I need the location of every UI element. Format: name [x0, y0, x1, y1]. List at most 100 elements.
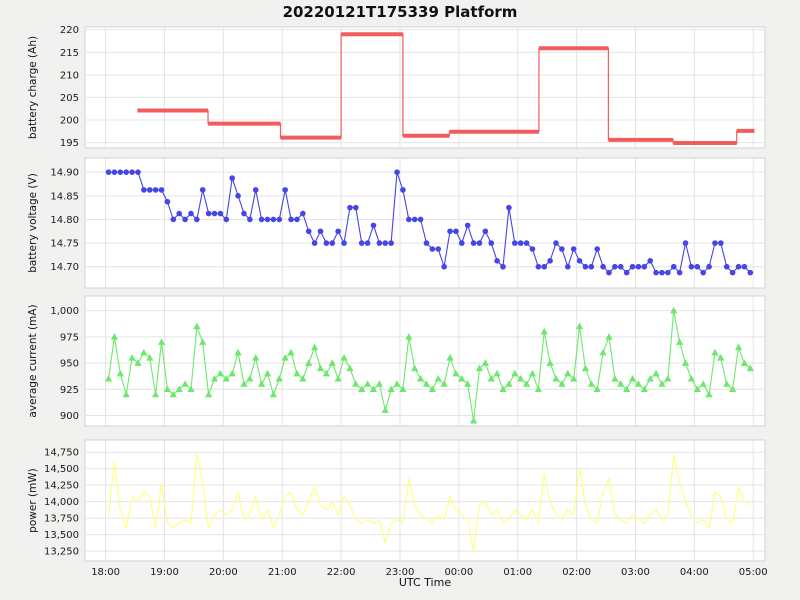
average-current-marker	[399, 385, 407, 393]
battery-voltage-marker	[117, 169, 124, 175]
battery-voltage-marker	[223, 216, 230, 223]
average-current-marker	[104, 375, 113, 382]
average-current-marker	[275, 375, 283, 382]
battery-voltage-marker	[429, 246, 436, 252]
battery-voltage-marker	[146, 187, 153, 193]
battery-voltage-marker	[353, 204, 359, 211]
average-current-marker	[623, 385, 631, 393]
average-current-marker	[499, 385, 507, 393]
battery-voltage-marker	[229, 175, 235, 181]
average-current-marker	[375, 380, 383, 387]
x-tick-label: 05:00	[739, 567, 768, 578]
battery-voltage-marker	[182, 216, 188, 223]
battery-voltage-marker	[282, 187, 288, 193]
average-current-marker	[440, 380, 448, 387]
average-current-marker	[258, 380, 266, 387]
battery-voltage-plot-area	[84, 157, 766, 289]
battery-voltage-marker	[729, 269, 736, 276]
average-current-marker	[511, 369, 519, 377]
battery-voltage-marker	[641, 263, 648, 270]
battery-charge-plot-area	[84, 26, 766, 149]
battery-voltage-marker	[629, 263, 636, 270]
battery-voltage-marker	[388, 240, 394, 246]
average-current-marker	[505, 380, 513, 387]
battery-charge-y-tick-label: 195	[60, 138, 79, 149]
average-current-marker	[729, 385, 737, 393]
battery-voltage-marker	[288, 216, 294, 223]
battery-voltage-axis-label: battery voltage (V)	[27, 173, 39, 273]
average-current-marker	[216, 369, 225, 377]
battery-voltage-marker	[406, 216, 412, 223]
battery-voltage-marker	[464, 222, 471, 229]
battery-voltage-marker	[470, 240, 477, 246]
battery-voltage-marker	[517, 240, 524, 246]
battery-voltage-marker	[188, 210, 194, 217]
average-current-marker	[687, 375, 696, 382]
battery-voltage-marker	[358, 240, 365, 246]
battery-voltage-marker	[665, 269, 671, 276]
average-current-marker	[676, 338, 684, 345]
battery-voltage-marker	[476, 240, 483, 246]
battery-voltage-marker	[400, 187, 406, 193]
average-current-marker	[122, 390, 130, 398]
average-current-marker	[558, 380, 566, 387]
battery-voltage-marker	[152, 187, 159, 193]
average-current-marker	[587, 380, 595, 387]
battery-voltage-marker	[747, 269, 754, 276]
average-current-marker	[581, 364, 590, 372]
battery-voltage-marker	[123, 169, 130, 175]
average-current-marker	[140, 348, 148, 356]
average-current-marker	[740, 359, 749, 366]
chart-title: 20220121T175339 Platform	[282, 3, 518, 21]
x-axis-title: UTC Time	[398, 576, 452, 589]
power-y-tick-label: 13,250	[44, 547, 79, 558]
average-current-marker	[263, 369, 272, 377]
average-current-y-tick-label: 1,000	[50, 306, 79, 317]
average-current-marker	[464, 380, 472, 387]
average-current-marker	[363, 380, 372, 387]
battery-voltage-marker	[305, 228, 312, 235]
battery-voltage-marker	[594, 246, 601, 252]
power-plot-area	[84, 439, 766, 562]
average-current-marker	[723, 380, 731, 387]
battery-voltage-y-tick-label: 14.70	[50, 262, 79, 273]
battery-voltage-marker	[553, 240, 559, 246]
average-current-marker	[693, 385, 701, 393]
battery-voltage-marker	[129, 169, 135, 175]
battery-voltage-marker	[494, 258, 500, 264]
average-current-marker	[246, 375, 254, 382]
battery-voltage-marker	[370, 222, 377, 229]
average-current-marker	[287, 348, 295, 356]
average-current-marker	[617, 380, 625, 387]
battery-voltage-marker	[335, 228, 341, 235]
battery-voltage-marker	[447, 228, 453, 235]
power-y-tick-label: 14,500	[44, 464, 79, 475]
battery-voltage-marker	[205, 210, 212, 217]
battery-voltage-marker	[482, 228, 489, 235]
average-current-marker	[734, 343, 743, 351]
battery-voltage-marker	[294, 216, 300, 223]
battery-voltage-marker	[135, 169, 141, 175]
battery-voltage-marker	[394, 169, 400, 175]
average-current-marker	[628, 375, 637, 382]
battery-voltage-marker	[164, 198, 171, 205]
battery-voltage-y-tick-label: 14.90	[50, 168, 79, 179]
average-current-y-tick-label: 975	[60, 332, 79, 343]
average-current-marker	[222, 375, 230, 382]
average-current-marker	[411, 364, 419, 372]
battery-voltage-marker	[347, 204, 353, 211]
battery-voltage-marker	[741, 263, 748, 270]
battery-charge-y-tick-label: 215	[60, 48, 79, 59]
average-current-marker	[128, 354, 136, 361]
average-current-marker	[352, 380, 360, 387]
x-tick-label: 19:00	[150, 567, 179, 578]
battery-voltage-marker	[582, 263, 589, 270]
battery-voltage-marker	[453, 228, 459, 235]
battery-voltage-marker	[612, 263, 618, 270]
average-current-y-tick-label: 925	[60, 385, 79, 396]
battery-voltage-marker	[235, 193, 241, 199]
average-current-marker	[487, 375, 495, 382]
average-current-marker	[640, 385, 648, 393]
battery-voltage-y-tick-label: 14.80	[50, 215, 79, 226]
